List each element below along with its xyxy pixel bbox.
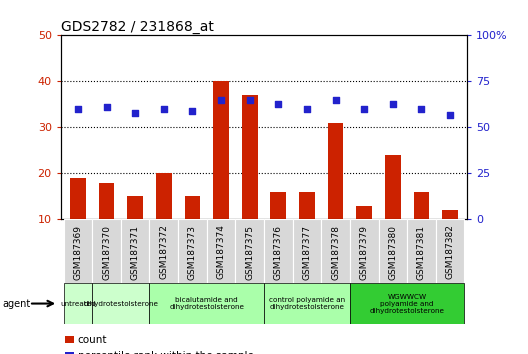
Bar xyxy=(299,192,315,219)
Point xyxy=(74,106,82,112)
Bar xyxy=(270,192,286,219)
Bar xyxy=(264,219,293,283)
Bar xyxy=(264,283,350,324)
Text: percentile rank within the sample: percentile rank within the sample xyxy=(78,351,253,354)
Bar xyxy=(127,196,143,219)
Bar xyxy=(328,123,343,219)
Text: GSM187374: GSM187374 xyxy=(216,224,225,279)
Point xyxy=(360,106,369,112)
Point xyxy=(246,97,254,103)
Bar xyxy=(70,178,86,219)
Bar xyxy=(436,219,465,283)
Point xyxy=(417,106,426,112)
Point xyxy=(102,104,111,110)
Text: GSM187371: GSM187371 xyxy=(130,224,140,280)
Point xyxy=(131,110,139,115)
Bar xyxy=(63,219,92,283)
Bar xyxy=(293,219,321,283)
Bar xyxy=(235,219,264,283)
Text: bicalutamide and
dihydrotestolsterone: bicalutamide and dihydrotestolsterone xyxy=(169,297,244,310)
Bar xyxy=(407,219,436,283)
Text: GSM187382: GSM187382 xyxy=(446,224,455,279)
Bar xyxy=(178,219,207,283)
Point xyxy=(217,97,225,103)
Bar xyxy=(413,192,429,219)
Text: GSM187370: GSM187370 xyxy=(102,224,111,280)
Text: GDS2782 / 231868_at: GDS2782 / 231868_at xyxy=(61,21,214,34)
Bar xyxy=(92,219,121,283)
Text: count: count xyxy=(78,335,107,345)
Bar xyxy=(350,283,465,324)
Text: untreated: untreated xyxy=(60,301,96,307)
Bar xyxy=(149,219,178,283)
Point xyxy=(332,97,340,103)
Bar xyxy=(356,206,372,219)
Text: GSM187373: GSM187373 xyxy=(188,224,197,280)
Text: GSM187378: GSM187378 xyxy=(331,224,340,280)
Text: GSM187377: GSM187377 xyxy=(303,224,312,280)
Bar xyxy=(242,95,258,219)
Text: GSM187381: GSM187381 xyxy=(417,224,426,280)
Point xyxy=(389,101,397,106)
Bar xyxy=(149,283,264,324)
Bar xyxy=(185,196,200,219)
Point xyxy=(446,112,454,118)
Text: control polyamide an
dihydrotestolsterone: control polyamide an dihydrotestolsteron… xyxy=(269,297,345,310)
Bar xyxy=(350,219,379,283)
Text: agent: agent xyxy=(3,298,31,309)
Bar xyxy=(379,219,407,283)
Text: WGWWCW
polyamide and
dihydrotestolsterone: WGWWCW polyamide and dihydrotestolsteron… xyxy=(370,293,445,314)
Text: GSM187379: GSM187379 xyxy=(360,224,369,280)
Bar xyxy=(321,219,350,283)
Bar xyxy=(92,283,149,324)
Text: GSM187369: GSM187369 xyxy=(73,224,82,280)
Bar xyxy=(213,81,229,219)
Point xyxy=(303,106,311,112)
Text: GSM187380: GSM187380 xyxy=(388,224,398,280)
Bar xyxy=(121,219,149,283)
Bar xyxy=(65,352,74,354)
Point xyxy=(159,106,168,112)
Bar xyxy=(385,155,401,219)
Bar xyxy=(207,219,235,283)
Text: GSM187376: GSM187376 xyxy=(274,224,283,280)
Point xyxy=(188,108,196,114)
Bar xyxy=(63,283,92,324)
Bar xyxy=(65,336,74,343)
Text: GSM187372: GSM187372 xyxy=(159,224,168,279)
Bar xyxy=(99,183,115,219)
Bar xyxy=(156,173,172,219)
Bar xyxy=(442,210,458,219)
Text: dihydrotestolsterone: dihydrotestolsterone xyxy=(83,301,158,307)
Text: GSM187375: GSM187375 xyxy=(245,224,254,280)
Point xyxy=(274,101,282,106)
